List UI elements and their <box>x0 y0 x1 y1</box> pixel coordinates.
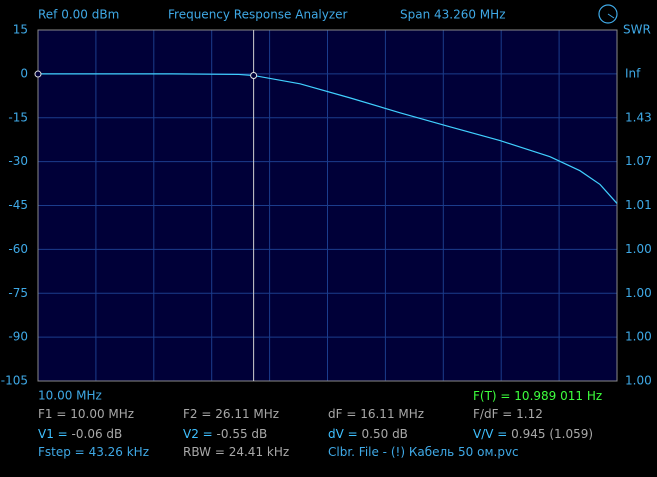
readout-value: 16.11 MHz <box>360 407 424 421</box>
readout-value: 0.50 dB <box>362 427 408 441</box>
y2-tick-label: 1.00 <box>625 374 652 388</box>
marker <box>250 71 258 79</box>
readout-label: V/V = <box>473 427 507 441</box>
readout-value: 43.26 kHz <box>89 445 149 459</box>
y-tick-label: -60 <box>8 242 28 256</box>
y-tick-label: -105 <box>1 374 28 388</box>
readout: F/dF = 1.12 <box>473 407 543 421</box>
clock-icon[interactable] <box>598 4 618 24</box>
y-tick-label: 15 <box>13 23 28 37</box>
x-start-label: 10.00 MHz <box>38 389 102 403</box>
y-tick-label: -30 <box>8 154 28 168</box>
y-tick-label: -90 <box>8 330 28 344</box>
readout-value: 0.945 (1.059) <box>511 427 593 441</box>
readout: F2 = 26.11 MHz <box>183 407 279 421</box>
y2-tick-label: 1.00 <box>625 286 652 300</box>
y2-tick-label: 1.07 <box>625 154 652 168</box>
ref-level: Ref 0.00 dBm <box>38 8 119 22</box>
span: Span 43.260 MHz <box>400 8 506 22</box>
readout-value: 26.11 MHz <box>215 407 279 421</box>
readout-value: 1.12 <box>516 407 543 421</box>
readout-label: F/dF = <box>473 407 512 421</box>
y-tick-label: -15 <box>8 110 28 124</box>
readout-label: F(T) = <box>473 389 510 403</box>
readout-label: V1 = <box>38 427 68 441</box>
y-tick-label: 0 <box>20 66 28 80</box>
readout-value: 10.989 011 Hz <box>514 389 602 403</box>
readout-label: V2 = <box>183 427 213 441</box>
y2-tick-label: Inf <box>625 66 641 80</box>
y2-title: SWR <box>623 23 651 37</box>
y2-tick-label: 1.43 <box>625 110 652 124</box>
readout-label: F2 = <box>183 407 211 421</box>
readout: RBW = 24.41 kHz <box>183 445 289 459</box>
readout-value: -0.55 dB <box>217 427 268 441</box>
readout-label: F1 = <box>38 407 66 421</box>
readout: dF = 16.11 MHz <box>328 407 424 421</box>
readout-label: dF = <box>328 407 356 421</box>
plot-border <box>37 29 618 382</box>
screen-title: Frequency Response Analyzer <box>168 8 348 22</box>
y2-tick-label: 1.01 <box>625 198 652 212</box>
readout: dV = 0.50 dB <box>328 427 408 441</box>
readout: Clbr. File - (!) Кабель 50 ом.pvc <box>328 445 519 459</box>
readout-value: 10.00 MHz <box>70 407 134 421</box>
readout: F(T) = 10.989 011 Hz <box>473 389 602 403</box>
y2-tick-label: 1.00 <box>625 242 652 256</box>
readout-value: (!) Кабель 50 ом.pvc <box>391 445 519 459</box>
readout: V1 = -0.06 dB <box>38 427 122 441</box>
readout-label: Clbr. File - <box>328 445 387 459</box>
readout: F1 = 10.00 MHz <box>38 407 134 421</box>
readout: V2 = -0.55 dB <box>183 427 267 441</box>
readout-value: -0.06 dB <box>72 427 123 441</box>
y2-tick-label: 1.00 <box>625 330 652 344</box>
marker <box>34 70 42 78</box>
readout-label: RBW = <box>183 445 225 459</box>
readout: V/V = 0.945 (1.059) <box>473 427 593 441</box>
readout: Fstep = 43.26 kHz <box>38 445 149 459</box>
trace <box>38 73 618 204</box>
readout-label: dV = <box>328 427 358 441</box>
readout-label: Fstep = <box>38 445 85 459</box>
y-tick-label: -45 <box>8 198 28 212</box>
readout-value: 24.41 kHz <box>229 445 289 459</box>
y-tick-label: -75 <box>8 286 28 300</box>
